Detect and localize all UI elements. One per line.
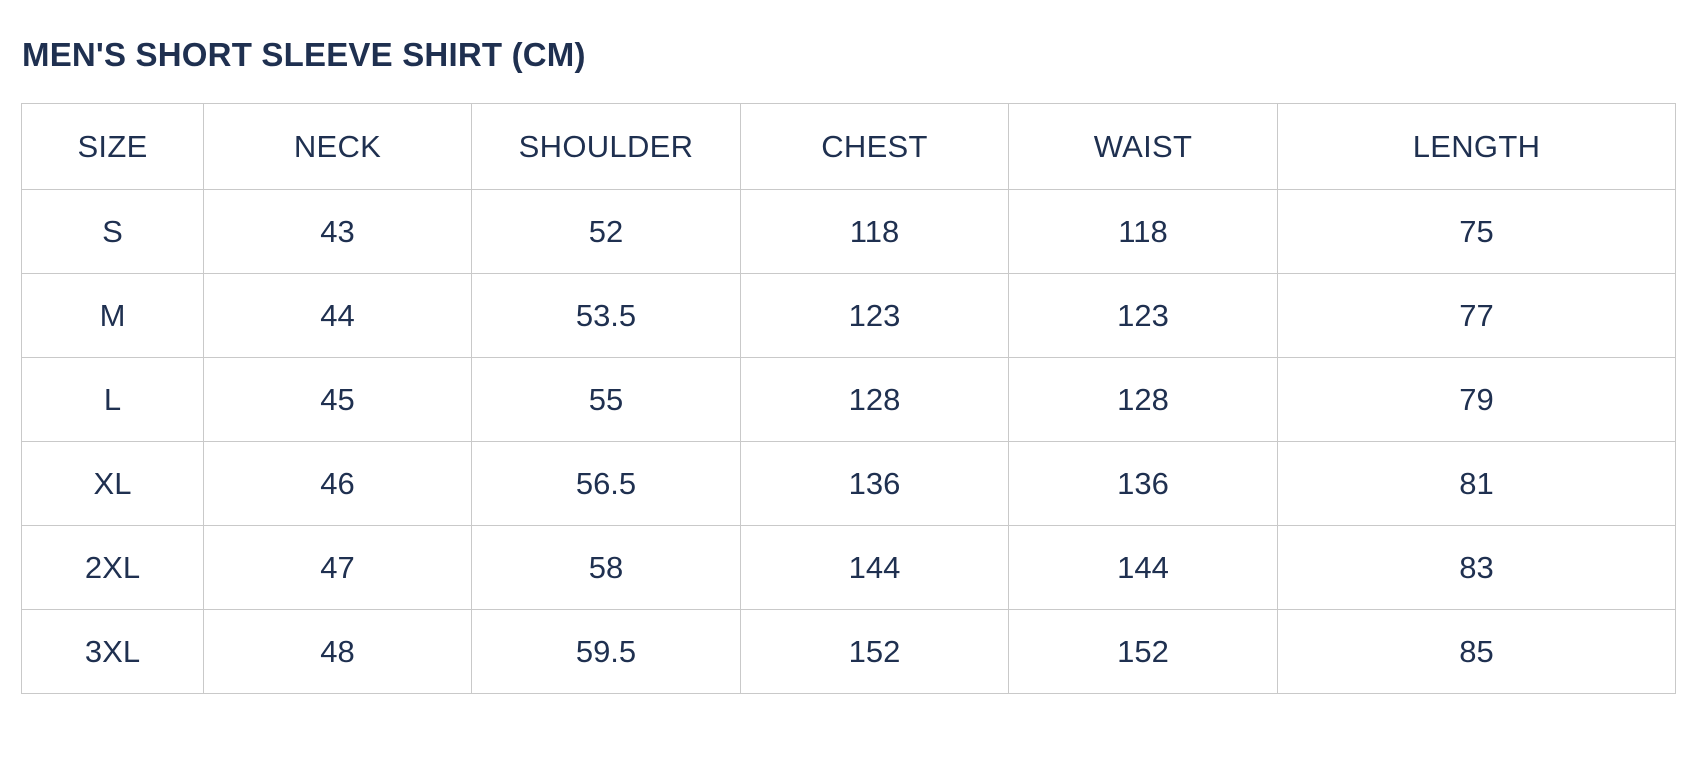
column-header-waist: WAIST [1008,103,1278,190]
cell-chest: 144 [740,525,1009,610]
table-row: S 43 52 118 118 75 [21,189,1676,274]
cell-waist: 128 [1008,357,1278,442]
cell-shoulder: 52 [471,189,741,274]
column-header-length: LENGTH [1277,103,1676,190]
table-row: 2XL 47 58 144 144 83 [21,525,1676,610]
cell-chest: 118 [740,189,1009,274]
cell-neck: 45 [203,357,472,442]
cell-size: L [21,357,204,442]
cell-neck: 46 [203,441,472,526]
cell-length: 81 [1277,441,1676,526]
cell-chest: 136 [740,441,1009,526]
cell-chest: 123 [740,273,1009,358]
table-row: XL 46 56.5 136 136 81 [21,441,1676,526]
table-row: 3XL 48 59.5 152 152 85 [21,609,1676,694]
cell-neck: 47 [203,525,472,610]
table-row: M 44 53.5 123 123 77 [21,273,1676,358]
cell-size: XL [21,441,204,526]
column-header-shoulder: SHOULDER [471,103,741,190]
cell-length: 75 [1277,189,1676,274]
cell-shoulder: 59.5 [471,609,741,694]
cell-length: 85 [1277,609,1676,694]
cell-chest: 152 [740,609,1009,694]
cell-length: 77 [1277,273,1676,358]
size-chart-table: SIZE NECK SHOULDER CHEST WAIST LENGTH S … [21,103,1676,694]
cell-chest: 128 [740,357,1009,442]
cell-shoulder: 55 [471,357,741,442]
column-header-size: SIZE [21,103,204,190]
cell-waist: 144 [1008,525,1278,610]
cell-size: 2XL [21,525,204,610]
cell-neck: 48 [203,609,472,694]
page-title: MEN'S SHORT SLEEVE SHIRT (CM) [22,36,586,73]
column-header-neck: NECK [203,103,472,190]
cell-waist: 123 [1008,273,1278,358]
table-row: L 45 55 128 128 79 [21,357,1676,442]
cell-shoulder: 56.5 [471,441,741,526]
cell-length: 83 [1277,525,1676,610]
cell-size: M [21,273,204,358]
cell-neck: 43 [203,189,472,274]
cell-shoulder: 53.5 [471,273,741,358]
cell-shoulder: 58 [471,525,741,610]
cell-size: 3XL [21,609,204,694]
column-header-chest: CHEST [740,103,1009,190]
table-header-row: SIZE NECK SHOULDER CHEST WAIST LENGTH [21,103,1676,190]
cell-size: S [21,189,204,274]
cell-waist: 136 [1008,441,1278,526]
cell-waist: 118 [1008,189,1278,274]
cell-neck: 44 [203,273,472,358]
cell-waist: 152 [1008,609,1278,694]
cell-length: 79 [1277,357,1676,442]
